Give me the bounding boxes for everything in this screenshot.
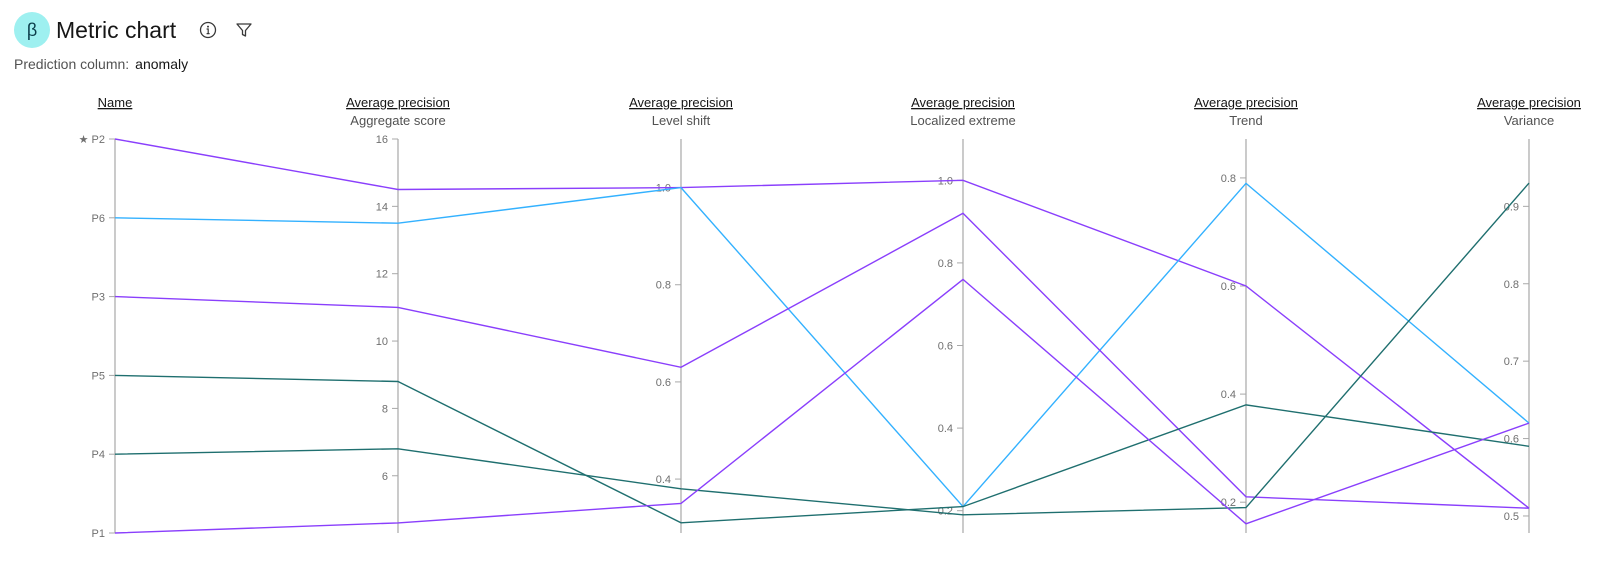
tick-label-4-3: 0.8 (1221, 173, 1236, 185)
axis-subtitle-4: Trend (1229, 113, 1262, 128)
tick-label-1-4: 14 (376, 201, 388, 213)
filter-icon[interactable] (234, 20, 254, 40)
tick-label-3-3: 0.8 (938, 258, 953, 270)
prediction-column: Prediction column: anomaly (14, 56, 188, 72)
tick-label-4-1: 0.4 (1221, 389, 1236, 401)
tick-label-2-0: 0.4 (656, 474, 671, 486)
tick-label-5-2: 0.7 (1504, 356, 1519, 368)
tick-label-4-2: 0.6 (1221, 281, 1236, 293)
series-line-P3 (114, 212, 1530, 509)
tick-label-3-1: 0.4 (938, 423, 953, 435)
axis-title-4: Average precision (1194, 95, 1298, 110)
tick-label-1-1: 8 (382, 403, 388, 415)
beta-badge: β (14, 12, 50, 48)
info-icon[interactable] (198, 20, 218, 40)
series-line-P5 (114, 374, 1530, 524)
axis-title-1: Average precision (346, 95, 450, 110)
tick-label-3-0: 0.2 (938, 506, 953, 518)
tick-label-1-2: 10 (376, 336, 388, 348)
chart-header: β Metric chart (14, 12, 254, 48)
axis-title-0: Name (98, 95, 133, 110)
tick-label-3-2: 0.6 (938, 340, 953, 352)
tick-label-1-0: 6 (382, 471, 388, 483)
tick-label-2-1: 0.6 (656, 377, 671, 389)
tick-label-0-0: P1 (92, 528, 105, 540)
series-line-P2 (114, 138, 1530, 509)
tick-label-2-2: 0.8 (656, 280, 671, 292)
page-title: Metric chart (56, 16, 177, 43)
tick-label-0-2: P5 (92, 370, 105, 382)
tick-label-0-1: P4 (92, 449, 105, 461)
tick-label-2-3: 1.0 (656, 183, 671, 195)
axis-subtitle-2: Level shift (652, 113, 711, 128)
prediction-value: anomaly (135, 56, 189, 72)
prediction-label: Prediction column: (14, 56, 130, 72)
axis-subtitle-1: Aggregate score (350, 113, 445, 128)
tick-label-0-5: ★ P2 (79, 134, 105, 146)
tick-label-1-3: 12 (376, 269, 388, 281)
axis-title-5: Average precision (1477, 95, 1581, 110)
tick-label-0-4: P6 (92, 213, 105, 225)
tick-label-5-4: 0.9 (1504, 201, 1519, 213)
tick-label-4-0: 0.2 (1221, 497, 1236, 509)
axis-title-3: Average precision (911, 95, 1015, 110)
tick-label-5-3: 0.8 (1504, 279, 1519, 291)
tick-label-1-5: 16 (376, 134, 388, 146)
series-line-P6 (114, 182, 1530, 508)
axis-subtitle-5: Variance (1504, 113, 1554, 128)
tick-label-5-0: 0.5 (1504, 511, 1519, 523)
series-line-P1 (114, 278, 1530, 534)
series-line-P4 (114, 182, 1530, 516)
axis-title-2: Average precision (629, 95, 733, 110)
tick-label-0-3: P3 (92, 292, 105, 304)
axis-subtitle-3: Localized extreme (910, 113, 1016, 128)
